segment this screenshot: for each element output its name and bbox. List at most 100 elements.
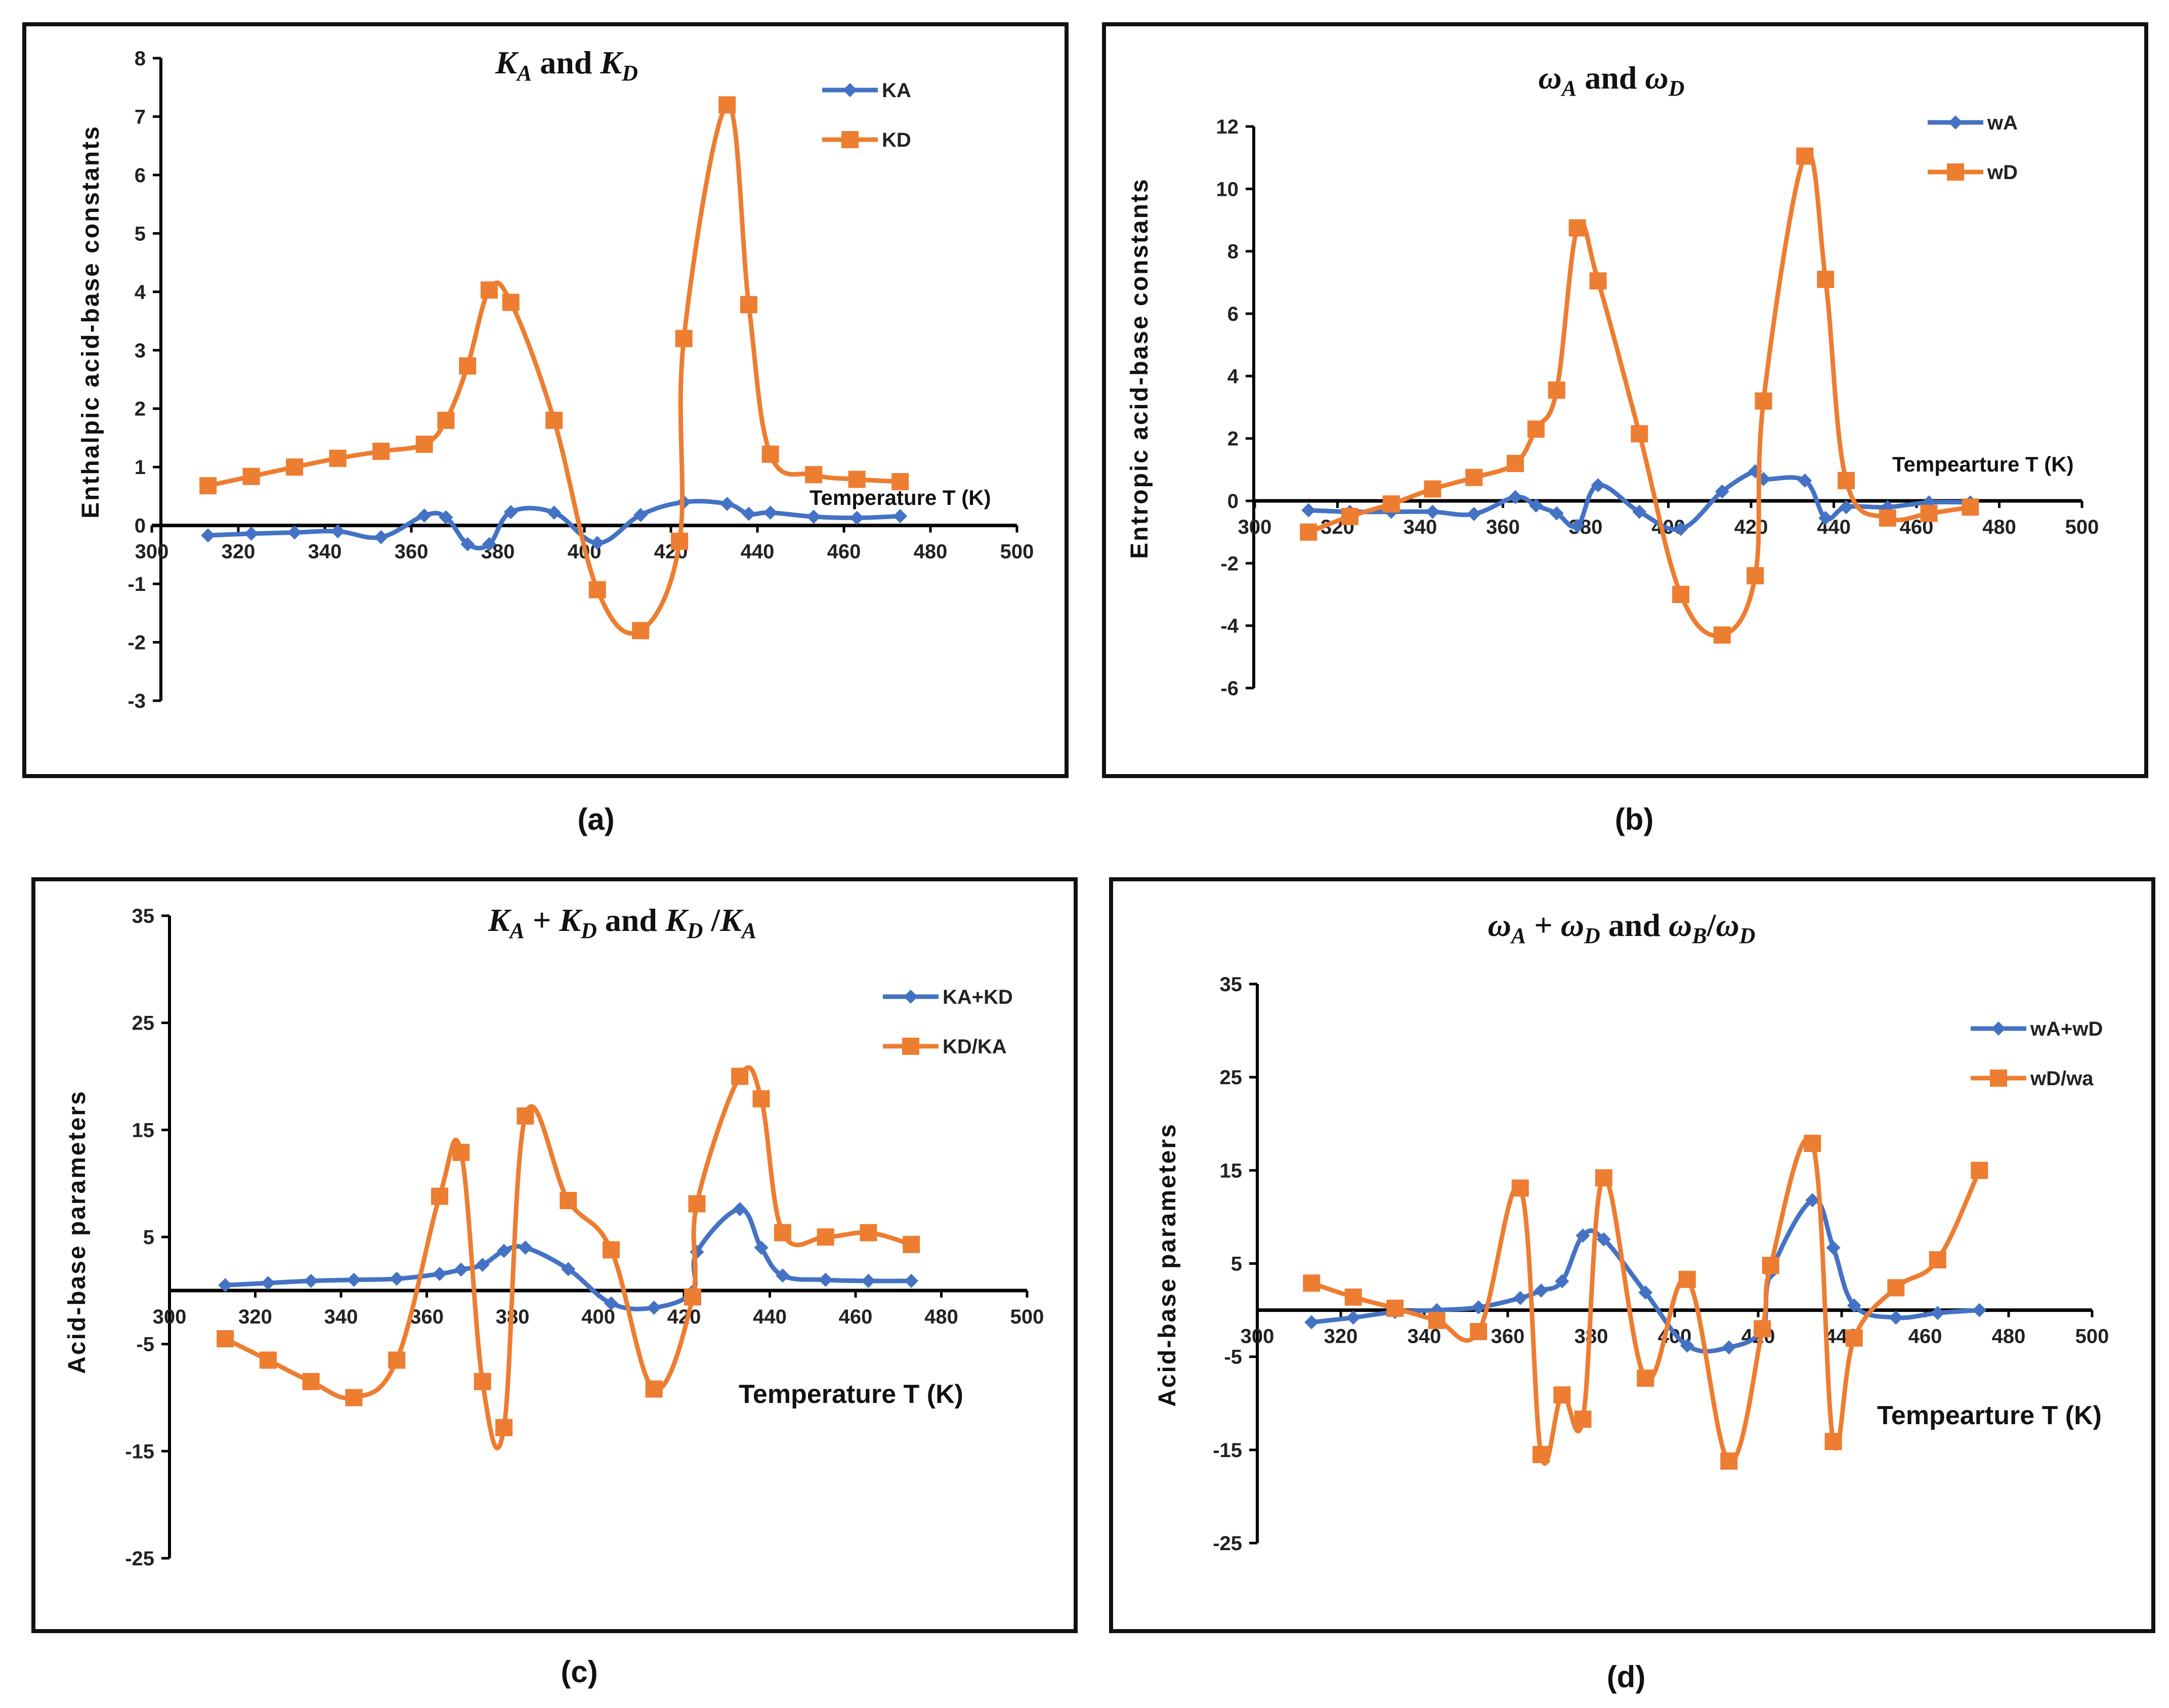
chart-c-series-KD/KA-point — [217, 1330, 234, 1348]
chart-b-y-tick-label: 12 — [1216, 116, 1239, 138]
chart-a-series-KD-point — [415, 436, 433, 453]
chart-a-series-KA-point — [503, 505, 518, 520]
chart-c-series-KD/KA-point — [817, 1228, 834, 1246]
chart-a-series-KD-point — [242, 467, 260, 485]
chart-d-series-wD/wa-point — [1533, 1446, 1550, 1464]
chart-d-series-wD/wa-point — [1754, 1320, 1771, 1338]
chart-a-series-KD-point — [329, 449, 347, 467]
chart-a-series-KD-point — [675, 330, 693, 348]
caption-d: (d) — [1607, 1660, 1646, 1694]
chart-c-ylabel: Acid-base parameters — [64, 1090, 91, 1374]
chart-c-series-KA+KD-point — [733, 1202, 747, 1216]
chart-d-ylabel: Acid-base parameters — [1154, 1123, 1181, 1407]
caption-b: (b) — [1615, 802, 1654, 836]
chart-a-series-KA-point — [720, 496, 735, 511]
chart-d-title-mid2: / — [1707, 907, 1717, 943]
chart-d-title-p3: ω — [1669, 907, 1692, 943]
chart-b-ylabel: Entropic acid-base constants — [1126, 178, 1153, 559]
chart-d-series-wD/wa-point — [1887, 1279, 1905, 1297]
chart-b-series-wD-point — [1672, 586, 1690, 603]
chart-c-title-mid2: / — [703, 902, 720, 938]
chart-c-x-tick-label: 500 — [1010, 1306, 1044, 1328]
chart-b-series-wD-point — [1747, 567, 1764, 584]
chart-b-series-wD-point — [1713, 626, 1731, 644]
chart-b-y-tick-label: 2 — [1227, 428, 1239, 450]
chart-b-x-tick-label: 340 — [1404, 516, 1437, 538]
chart-d-series-wD/wa-point — [1428, 1311, 1445, 1329]
chart-c-series-KA+KD-point — [304, 1273, 318, 1288]
chart-d-legend-wD/wa-label: wD/wa — [2030, 1068, 2094, 1090]
panel-a-frame — [22, 22, 1069, 778]
chart-b-title-p1: ω — [1539, 60, 1562, 96]
chart-b-series-wD-point — [1631, 425, 1648, 443]
chart-c-series-KA+KD-point — [904, 1273, 919, 1288]
chart-c-title-p2: K — [559, 902, 583, 938]
panel-d-frame — [1109, 877, 2155, 1633]
chart-b-xlabel: Tempearture T (K) — [1892, 452, 2074, 476]
chart-d-plot: -25-15-551525353003203403603804004204404… — [1213, 973, 2109, 1555]
chart-a-x-tick-label: 320 — [222, 541, 256, 563]
chart-c-series-KA+KD-point — [561, 1262, 576, 1276]
chart-b-series-wA-point — [1632, 504, 1647, 519]
chart-d-title-s3: B — [1691, 923, 1707, 948]
chart-a-series-KD-point — [761, 445, 779, 463]
chart-d-title-s4: D — [1739, 923, 1756, 948]
caption-c: (c) — [561, 1655, 598, 1689]
chart-b-legend-wD-marker — [1947, 163, 1964, 181]
chart-c-y-tick-label: 25 — [132, 1012, 155, 1035]
chart-a-ylabel: Enthalpic acid-base constants — [77, 125, 104, 519]
chart-a-series-KA-point — [287, 525, 302, 540]
chart-c-series-KD/KA-point — [452, 1143, 470, 1161]
chart-c-series-KA+KD-point — [261, 1276, 275, 1291]
chart-c-title-mid: + — [525, 902, 559, 938]
chart-d-series-wA+wD-point — [1513, 1291, 1527, 1305]
chart-b-series-wA-point — [1839, 500, 1854, 515]
chart-c-series-KD/KA-point — [259, 1351, 277, 1369]
chart-b-series-wD-point — [1300, 523, 1317, 541]
chart-c-x-tick-label: 360 — [410, 1306, 444, 1328]
chart-d-series-wA+wD-point — [1680, 1338, 1694, 1353]
chart-d-title-s1: A — [1510, 923, 1526, 948]
chart-a-x-tick-label: 480 — [914, 541, 948, 563]
chart-c-x-tick-label: 400 — [581, 1306, 615, 1328]
panel-b-frame — [1102, 22, 2148, 778]
chart-c-series-KD/KA-point — [688, 1195, 706, 1213]
chart-d-series-wA+wD-point — [1596, 1232, 1611, 1247]
chart-a-legend-KA-label: KA — [882, 79, 911, 102]
chart-b-series-wD-point — [1962, 498, 1979, 516]
chart-b-x-tick-label: 360 — [1486, 516, 1520, 538]
chart-b-series-wA-point — [1818, 510, 1833, 525]
chart-a-series-KD-point — [740, 296, 757, 314]
chart-d-y-tick-label: 35 — [1220, 973, 1243, 996]
chart-d-series-wD/wa-point — [1574, 1411, 1592, 1428]
chart-a-series-KA-point — [244, 526, 259, 541]
chart-a-series-KA-point — [330, 524, 345, 539]
chart-b-legend-wA-label: wA — [1987, 112, 2018, 134]
chart-a-title-s2: D — [621, 61, 638, 86]
chart-d-xlabel: Tempearture T (K) — [1877, 1401, 2102, 1430]
chart-a-series-KD-point — [588, 581, 606, 599]
chart-d-series-wD/wa-point — [1386, 1299, 1404, 1317]
chart-b-series-wD-point — [1465, 468, 1483, 486]
chart-d-y-tick-label: -5 — [1224, 1346, 1242, 1369]
chart-d-series-wD/wa-point — [1720, 1452, 1738, 1470]
chart-a-y-tick-label: 4 — [135, 281, 146, 304]
chart-d-x-tick-label: 460 — [1908, 1326, 1942, 1348]
chart-b-y-tick-label: 0 — [1227, 490, 1239, 513]
chart-c-series-KD/KA-point — [345, 1389, 363, 1406]
chart-d-series-wA+wD-point — [1304, 1315, 1319, 1330]
chart-a-series-KD-point — [372, 443, 390, 460]
chart-c-series-KA+KD-point — [390, 1271, 404, 1286]
chart-d-y-tick-label: -15 — [1213, 1439, 1242, 1462]
chart-d-series-wD/wa-point — [1344, 1288, 1362, 1306]
chart-c-series-KA+KD-point — [454, 1262, 469, 1277]
chart-a-title-s1: A — [516, 61, 532, 86]
chart-b-x-tick-label: 300 — [1238, 516, 1272, 538]
chart-b-series-wA-point — [1570, 519, 1585, 533]
chart-c-series-KD/KA-point — [752, 1090, 770, 1107]
chart-c-series-KD/KA-point — [731, 1068, 749, 1085]
chart-d-x-tick-label: 360 — [1491, 1326, 1525, 1348]
chart-b-y-tick-label: -2 — [1220, 552, 1239, 575]
chart-d-series-wD/wa-point — [1804, 1134, 1821, 1152]
chart-d-series-wA+wD-point — [1972, 1303, 1987, 1317]
